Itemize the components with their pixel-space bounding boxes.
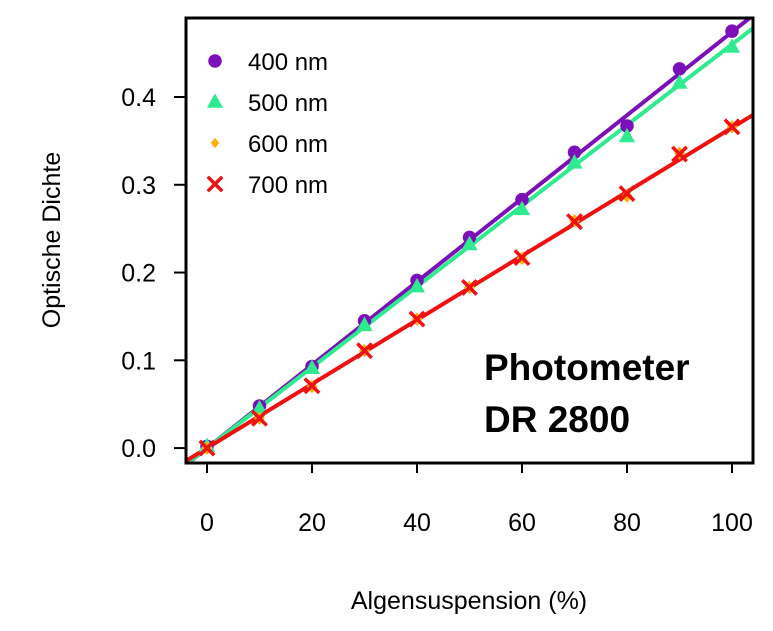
annotation-line-2: DR 2800 [484, 399, 630, 440]
x-tick-label: 40 [403, 509, 431, 537]
y-tick-label: 0.4 [121, 84, 156, 112]
data-point [356, 342, 373, 360]
y-tick-label: 0.0 [121, 435, 156, 463]
data-point [725, 24, 739, 38]
data-point [251, 409, 268, 427]
x-tick-label: 20 [298, 509, 326, 537]
data-point [303, 359, 321, 374]
data-point [461, 279, 478, 296]
data-point [618, 185, 636, 202]
data-point [303, 377, 321, 395]
legend: 400 nm 500 nm 600 nm 700 nm [206, 49, 328, 199]
data-point [672, 62, 687, 76]
data-point [567, 145, 582, 160]
data-point [671, 74, 688, 89]
plot-frame [184, 16, 755, 465]
annotation-line-1: Photometer [484, 347, 690, 388]
data-point [566, 154, 583, 169]
legend-label: 400 nm [248, 49, 328, 76]
legend-marker [206, 175, 224, 193]
x-tick-label: 80 [613, 509, 641, 537]
x-axis: 0 20 40 60 80 100 [200, 463, 753, 537]
legend-marker [208, 54, 222, 68]
data-point [408, 277, 426, 293]
data-point [620, 119, 634, 133]
y-axis: 0.0 0.1 0.2 0.3 0.4 [121, 84, 186, 463]
data-point [461, 235, 478, 251]
y-tick-label: 0.2 [121, 260, 156, 288]
data-point [566, 213, 583, 231]
legend-marker [206, 93, 224, 108]
x-axis-label: Algensuspension (%) [351, 587, 587, 615]
data-point [723, 38, 741, 53]
data-point [408, 310, 426, 328]
x-tick-label: 100 [711, 509, 753, 537]
x-tick-label: 0 [200, 509, 214, 537]
data-point [513, 200, 531, 216]
data-point [356, 316, 373, 331]
y-tick-label: 0.1 [121, 347, 156, 375]
data-point [198, 439, 216, 457]
data-point [251, 399, 268, 415]
data-points [198, 24, 741, 457]
legend-label: 700 nm [248, 172, 328, 199]
legend-marker [210, 137, 220, 149]
y-axis-label: Optische Dichte [38, 152, 66, 328]
legend-label: 500 nm [248, 90, 328, 117]
data-point [618, 127, 636, 143]
data-point [671, 145, 688, 163]
y-tick-label: 0.3 [121, 172, 156, 200]
x-tick-label: 60 [508, 509, 536, 537]
data-point [723, 118, 741, 136]
data-point [515, 192, 529, 207]
data-point [513, 249, 531, 267]
legend-label: 600 nm [248, 131, 328, 158]
